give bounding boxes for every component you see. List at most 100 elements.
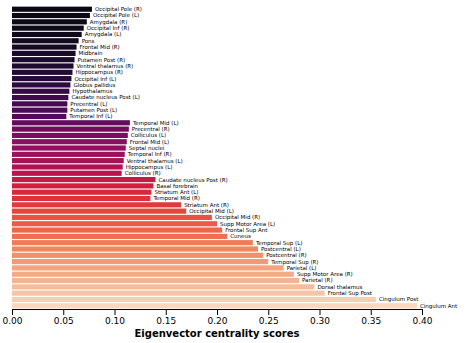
chart: Occipital Pole (R)Occipital Pole (L)Amyg… [0,0,474,343]
bar [12,272,294,277]
category-label: Ventral thalamus (R) [77,63,134,69]
category-label: Frontal Mid (L) [130,139,169,145]
bar [12,209,186,214]
bar [12,196,150,201]
x-tick-label: 0.40 [412,316,432,326]
bar [12,183,153,188]
bar [12,70,72,75]
bar [12,76,71,81]
bar [12,246,258,251]
bar [12,63,74,68]
bar [12,26,84,31]
category-label: Caudate nucleus Post (R) [159,177,228,183]
plot: Occipital Pole (R)Occipital Pole (L)Amyg… [2,6,458,326]
x-tick-label: 0.35 [361,316,381,326]
bar [12,259,268,264]
bar [12,190,151,195]
category-label: Frontal Mid (R) [80,44,120,50]
bar [12,57,75,62]
x-tick: 0.25 [259,309,279,326]
x-tick-mark [422,309,423,315]
bar [12,152,125,157]
x-axis: 0.00 0.05 0.10 0.15 0.20 0.25 0.30 0.35 0.40 [2,309,432,326]
bar [12,19,87,24]
category-label: Midbrain [79,50,103,56]
category-label: Frontal Sup Post [328,290,373,297]
bar [12,7,92,12]
x-axis-title: Eigenvector centrality scores [135,328,300,339]
bar [12,139,127,144]
category-label: Putamen Post (R) [78,57,126,63]
category-label: Striatum Ant (L) [154,189,198,195]
bar [12,32,82,37]
category-label: Caudate nucleus Post (L) [71,94,139,100]
bar [12,133,128,138]
bar [12,177,156,182]
category-label: Striatum Ant (R) [184,202,229,208]
category-label: Cingulum Post [379,296,419,303]
x-tick-mark [371,309,372,315]
x-tick-mark [268,309,269,315]
bar [12,303,417,308]
x-tick: 0.20 [207,309,227,326]
bar [12,164,123,169]
bar [12,120,130,125]
bar [12,95,68,100]
x-tick: 0.40 [412,309,432,326]
x-tick: 0.15 [156,309,176,326]
x-tick: 0.30 [310,309,330,326]
x-tick: 0.05 [54,309,74,326]
bar [12,108,67,113]
bar [12,171,122,176]
category-label: Parietal (L) [287,265,317,271]
bar [12,240,253,245]
x-tick-mark [115,309,116,315]
category-label: Basal forebrain [156,183,198,189]
bar [12,278,299,283]
x-tick-mark [320,309,321,315]
x-tick-label: 0.30 [310,316,330,326]
bars [12,7,417,309]
x-tick: 0.00 [2,309,22,326]
x-tick-label: 0.00 [2,316,22,326]
category-label: Precentral (R) [132,126,170,132]
bar [12,51,76,56]
bar [12,89,69,94]
bar [12,234,227,239]
x-tick-label: 0.20 [207,316,227,326]
x-tick-label: 0.10 [105,316,125,326]
bar-labels: Occipital Pole (R)Occipital Pole (L)Amyg… [68,6,458,310]
bar [12,215,212,220]
x-tick-label: 0.15 [156,316,176,326]
bar [12,127,129,132]
bar [12,158,124,163]
bar [12,202,181,207]
bar [12,297,376,302]
category-label: Precentral (L) [70,101,107,107]
category-label: Colliculus (L) [131,132,166,138]
bar [12,114,66,119]
bar [12,291,325,296]
bar [12,13,90,18]
category-label: Temporal Inf (L) [68,113,112,120]
bar [12,265,284,270]
x-tick-mark [63,309,64,315]
x-tick: 0.10 [105,309,125,326]
category-label: Dorsal thalamus [317,284,362,290]
x-tick-label: 0.05 [54,316,74,326]
bar [12,227,222,232]
bar [12,44,77,49]
x-tick-mark [12,309,13,315]
x-axis-line [13,310,423,316]
x-tick-mark [166,309,167,315]
x-tick: 0.35 [361,309,381,326]
bar [12,145,126,150]
category-label: Postcentral (R) [266,252,307,258]
category-label: Parietal (R) [302,277,333,283]
category-label: Cingulum Ant [420,303,458,310]
bar [12,38,79,43]
bar [12,221,217,226]
category-label: Colliculus (R) [125,170,161,176]
bar [12,284,314,289]
category-label: Putamen Post (L) [70,107,117,113]
